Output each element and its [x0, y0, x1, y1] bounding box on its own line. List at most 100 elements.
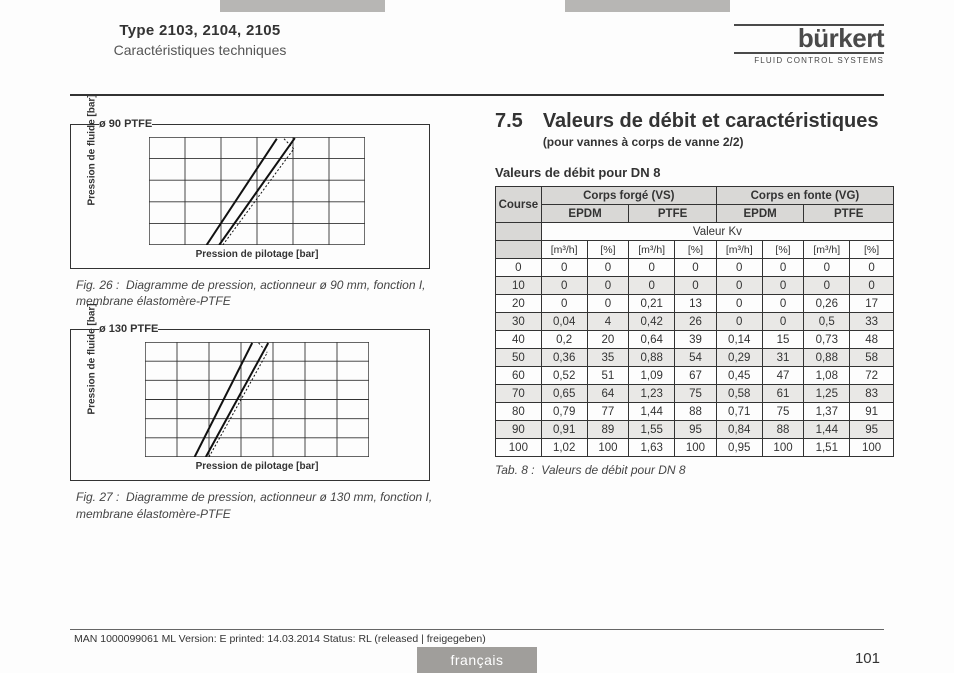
chart-box: ø 130 PTFEPression de fluide [bar]Pressi…: [70, 329, 430, 481]
th-group-vg: Corps en fonte (VG): [716, 187, 893, 205]
th-unit: [%]: [587, 241, 629, 259]
cell-value: 88: [762, 421, 804, 439]
th-course-blank2: [496, 241, 542, 259]
table-caption: Tab. 8 : Valeurs de débit pour DN 8: [495, 463, 894, 477]
section-subtitle: (pour vannes à corps de vanne 2/2): [543, 135, 879, 149]
cell-value: 13: [675, 295, 717, 313]
cell-value: 1,25: [804, 385, 850, 403]
cell-value: 1,44: [629, 403, 675, 421]
cell-course: 80: [496, 403, 542, 421]
cell-course: 20: [496, 295, 542, 313]
table-row: 1000000000: [496, 277, 894, 295]
chart-title: ø 90 PTFE: [99, 118, 152, 130]
cell-course: 90: [496, 421, 542, 439]
cell-value: 0,04: [541, 313, 587, 331]
cell-value: 0,26: [804, 295, 850, 313]
section-number: 7.5: [495, 110, 523, 149]
cell-course: 70: [496, 385, 542, 403]
table-row: 400,2200,64390,14150,7348: [496, 331, 894, 349]
cell-value: 0,36: [541, 349, 587, 367]
chart-title: ø 130 PTFE: [99, 323, 158, 335]
footer-meta: MAN 1000099061 ML Version: E printed: 14…: [74, 633, 486, 645]
table-row: 000000000: [496, 259, 894, 277]
table-row: 1001,021001,631000,951001,51100: [496, 439, 894, 457]
cell-value: 0: [587, 295, 629, 313]
cell-value: 1,51: [804, 439, 850, 457]
cell-value: 1,08: [804, 367, 850, 385]
cell-value: 0,65: [541, 385, 587, 403]
cell-value: 0,42: [629, 313, 675, 331]
th-material: PTFE: [629, 205, 717, 223]
chart-ylabel: Pression de fluide [bar]: [87, 400, 98, 414]
th-material: EPDM: [541, 205, 629, 223]
footer-divider: [70, 629, 884, 630]
cell-value: 0,88: [804, 349, 850, 367]
cell-value: 0,14: [716, 331, 762, 349]
cell-value: 0: [762, 259, 804, 277]
cell-value: 67: [675, 367, 717, 385]
cell-value: 0,73: [804, 331, 850, 349]
cell-value: 0: [587, 277, 629, 295]
table-heading: Valeurs de débit pour DN 8: [495, 165, 894, 180]
cell-value: 17: [850, 295, 894, 313]
cell-value: 75: [675, 385, 717, 403]
cell-value: 0,29: [716, 349, 762, 367]
cell-value: 1,55: [629, 421, 675, 439]
cell-value: 100: [675, 439, 717, 457]
chart-grid: [145, 342, 369, 457]
cell-course: 50: [496, 349, 542, 367]
cell-value: 0,2: [541, 331, 587, 349]
chart-xlabel: Pression de pilotage [bar]: [99, 461, 415, 472]
cell-value: 54: [675, 349, 717, 367]
flow-values-table: Course Corps forgé (VS) Corps en fonte (…: [495, 186, 894, 457]
right-column: 7.5 Valeurs de débit et caractéristiques…: [495, 110, 894, 618]
logo-wordmark: brkert: [734, 27, 884, 50]
cell-course: 30: [496, 313, 542, 331]
cell-value: 100: [850, 439, 894, 457]
cell-value: 20: [587, 331, 629, 349]
cell-value: 0,58: [716, 385, 762, 403]
table-caption-no: Tab. 8 :: [495, 463, 535, 477]
chart-box: ø 90 PTFEPression de fluide [bar]Pressio…: [70, 124, 430, 269]
cell-value: 1,37: [804, 403, 850, 421]
cell-value: 75: [762, 403, 804, 421]
left-column: ø 90 PTFE Pression de fluide [bar] Pressio…: [70, 110, 465, 618]
cell-value: 0,95: [716, 439, 762, 457]
header-title-block: Type 2103, 2104, 2105 Caractéristiques t…: [70, 22, 330, 58]
cell-value: 51: [587, 367, 629, 385]
th-unit: [%]: [850, 241, 894, 259]
chart-ylabel: Pression de fluide [bar]: [87, 192, 98, 206]
cell-value: 4: [587, 313, 629, 331]
table-row: 600,52511,09670,45471,0872: [496, 367, 894, 385]
cell-value: 0,52: [541, 367, 587, 385]
cell-value: 91: [850, 403, 894, 421]
th-material: PTFE: [804, 205, 894, 223]
table-row: 800,79771,44880,71751,3791: [496, 403, 894, 421]
page-header: Type 2103, 2104, 2105 Caractéristiques t…: [70, 22, 884, 82]
cell-value: 61: [762, 385, 804, 403]
cell-value: 0,79: [541, 403, 587, 421]
cell-value: 1,44: [804, 421, 850, 439]
cell-value: 33: [850, 313, 894, 331]
table-row: 20000,2113000,2617: [496, 295, 894, 313]
th-unit: [m³/h]: [629, 241, 675, 259]
cell-course: 60: [496, 367, 542, 385]
cell-value: 0: [541, 277, 587, 295]
cell-value: 35: [587, 349, 629, 367]
cell-value: 0,45: [716, 367, 762, 385]
cell-value: 83: [850, 385, 894, 403]
figure-caption: Fig. 26 : Diagramme de pression, actionn…: [76, 277, 465, 309]
cell-value: 1,09: [629, 367, 675, 385]
top-decorative-bars: [0, 0, 954, 12]
cell-course: 0: [496, 259, 542, 277]
page-footer: MAN 1000099061 ML Version: E printed: 14…: [0, 629, 954, 673]
th-course: Course: [496, 187, 542, 223]
cell-value: 48: [850, 331, 894, 349]
cell-value: 0: [629, 259, 675, 277]
th-valeur-kv: Valeur Kv: [541, 223, 893, 241]
cell-value: 15: [762, 331, 804, 349]
cell-value: 100: [587, 439, 629, 457]
cell-value: 0: [762, 295, 804, 313]
cell-value: 0,91: [541, 421, 587, 439]
cell-value: 0: [804, 277, 850, 295]
